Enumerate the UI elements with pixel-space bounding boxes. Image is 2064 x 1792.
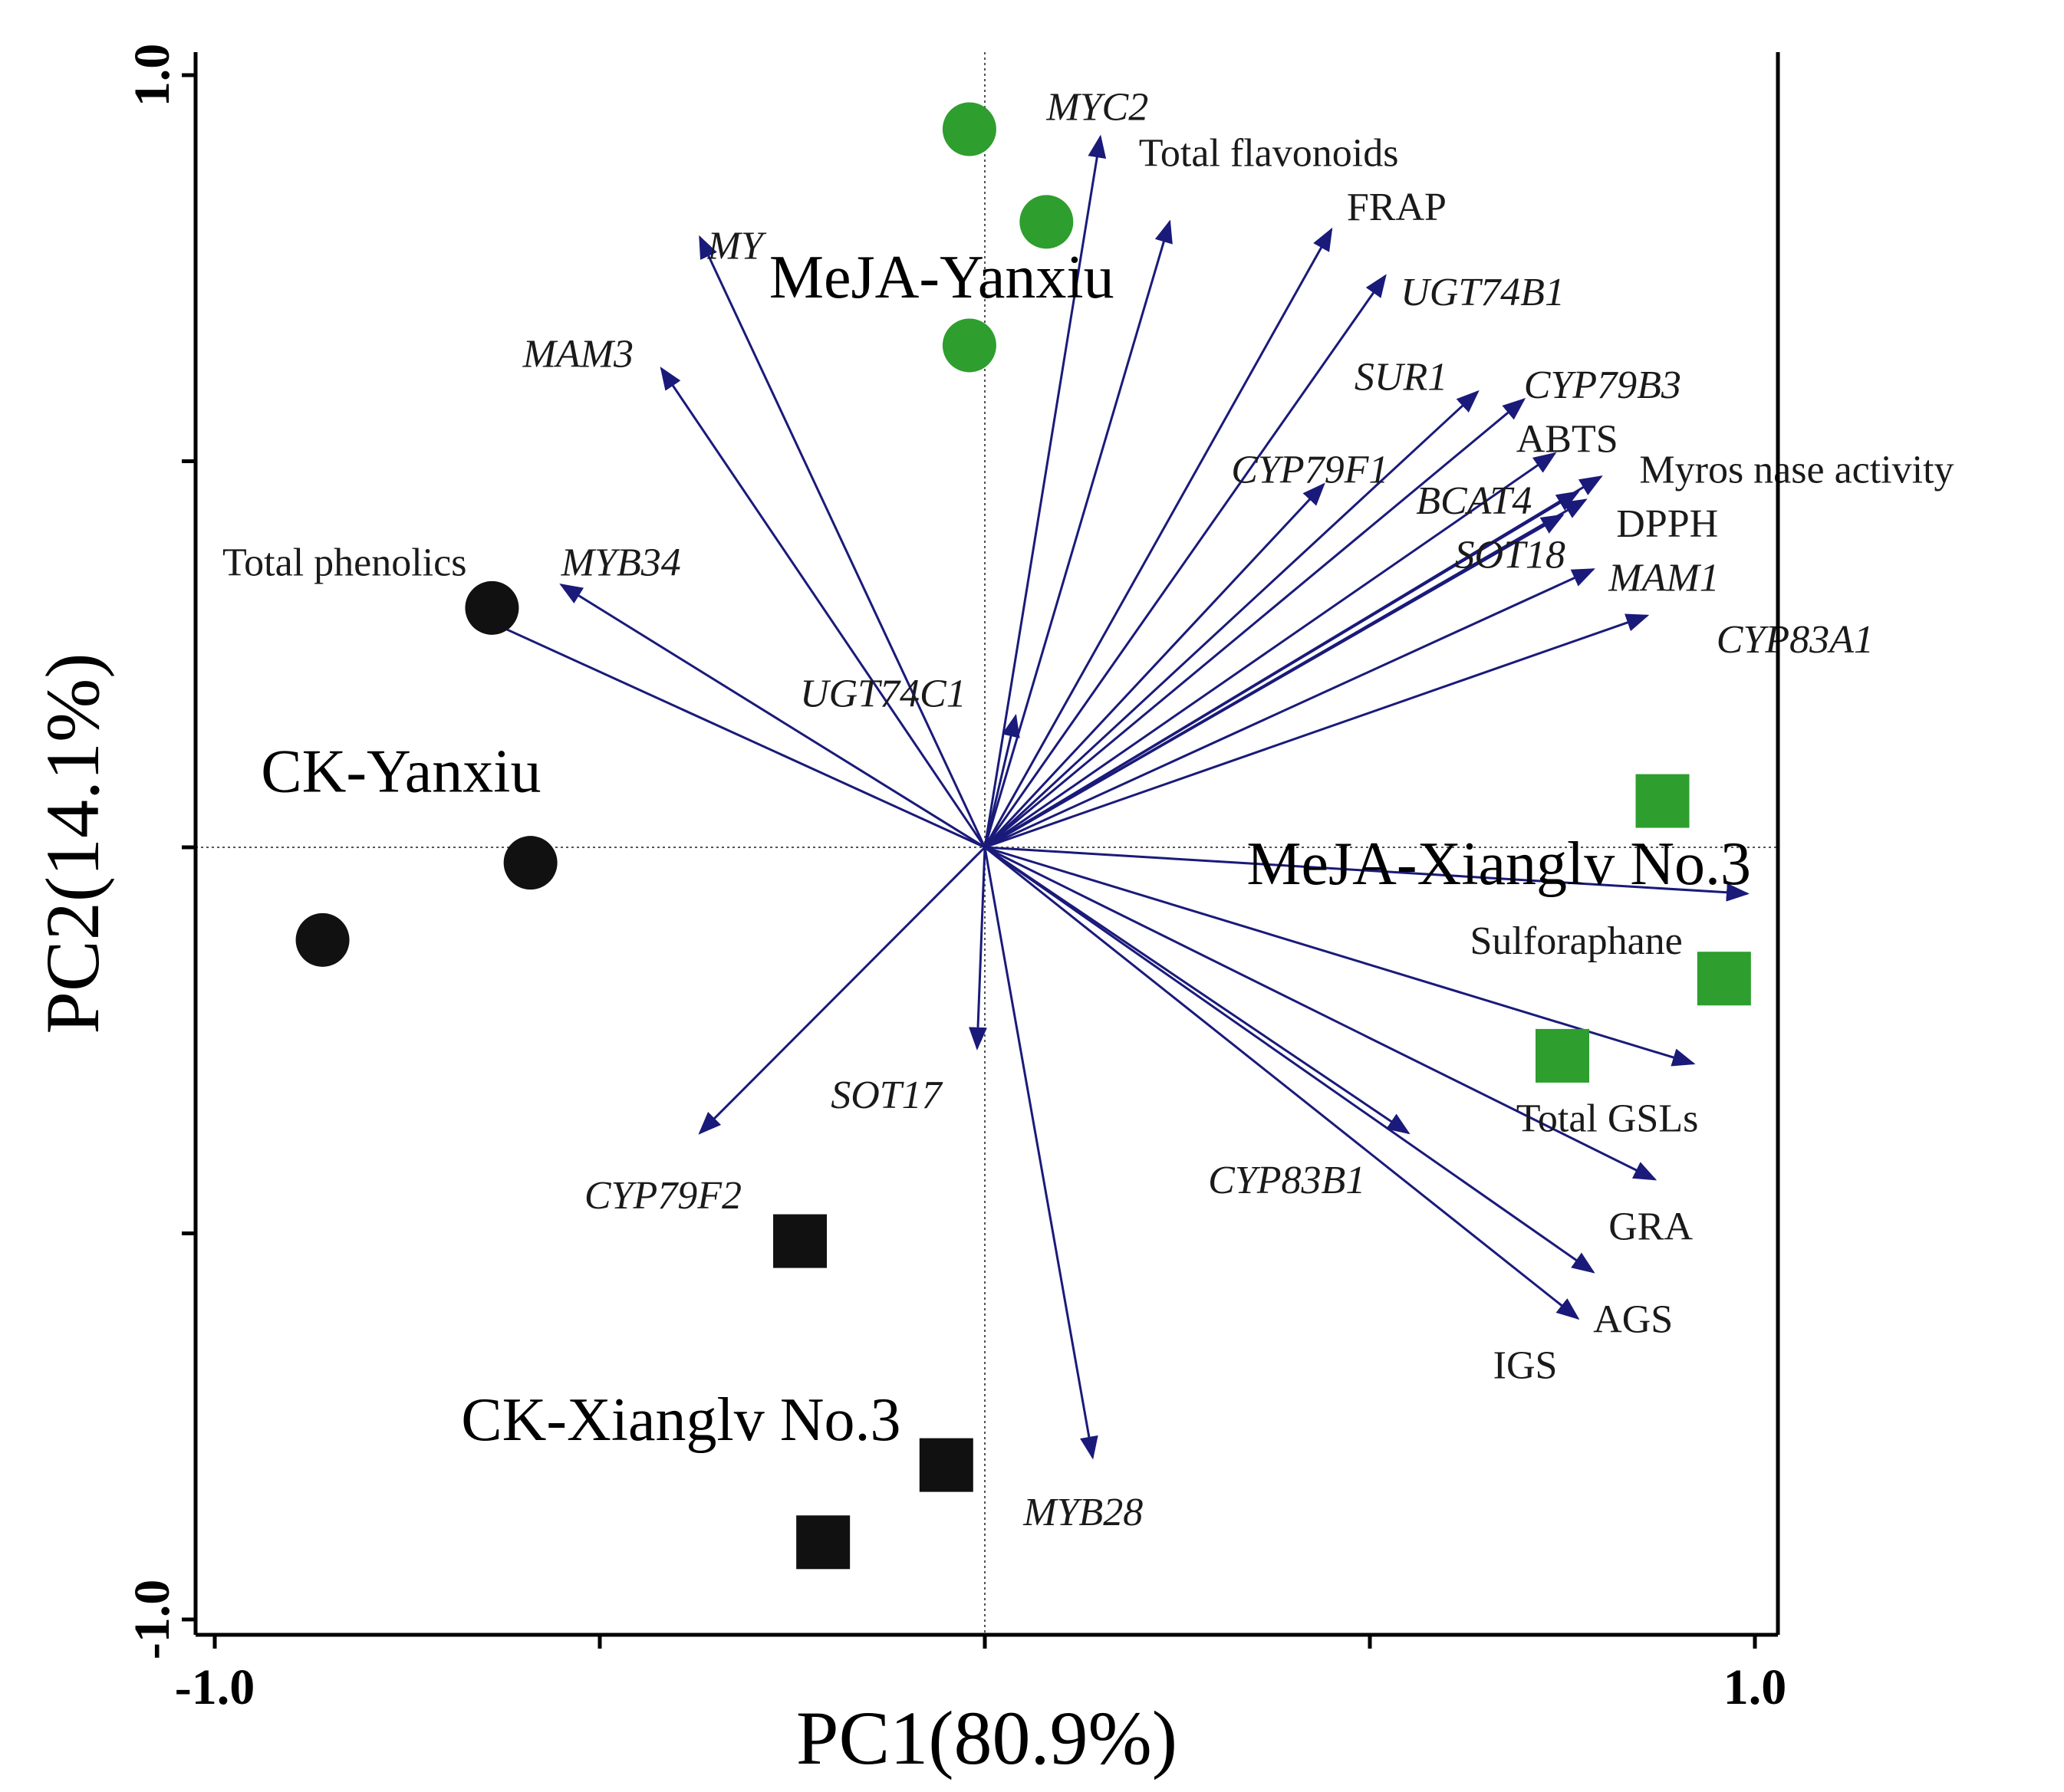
point-meja-xianglv-no-3-3 — [1536, 1028, 1589, 1083]
x-tick-label: 1.0 — [1723, 1659, 1787, 1715]
point-ck-yanxiu-1 — [465, 580, 519, 635]
vector-label-my: MY — [707, 225, 767, 268]
vector-total-phenolics — [474, 614, 986, 849]
point-ck-xianglv-no-3-3 — [796, 1515, 851, 1570]
vector-my — [699, 235, 986, 848]
vector-label-igs: IGS — [1493, 1344, 1558, 1388]
vector-total-flavonoids — [983, 219, 1173, 848]
group-label-meja-xianglv-no-3: MeJA-Xianglv No.3 — [1246, 830, 1751, 898]
vector-mam3 — [660, 367, 986, 848]
vector-label-cyp83b1: CYP83B1 — [1208, 1159, 1365, 1202]
vector-igs — [984, 846, 1580, 1320]
score-points — [295, 102, 1751, 1570]
vector-ugt74b1 — [983, 274, 1387, 848]
vector-label-myc2: MYC2 — [1045, 85, 1148, 129]
vector-label-total-gsls: Total GSLs — [1516, 1097, 1699, 1140]
group-label-ck-xianglv-no-3: CK-Xianglv No.3 — [461, 1386, 900, 1454]
group-label-ck-yanxiu: CK-Yanxiu — [261, 738, 541, 805]
point-meja-yanxiu-2 — [1019, 195, 1074, 249]
vector-bcat4 — [984, 491, 1580, 849]
vector-label-myb34: MYB34 — [561, 541, 681, 584]
vector-label-ugt74b1: UGT74B1 — [1401, 271, 1565, 314]
vector-label-cyp79f2: CYP79F2 — [584, 1174, 742, 1218]
loading-vectors — [474, 134, 1750, 1460]
vector-cyp79f1 — [983, 482, 1325, 849]
vector-sot18 — [984, 514, 1565, 849]
vector-label-sulforaphane: Sulforaphane — [1470, 919, 1683, 963]
vector-label-cyp79f1: CYP79F1 — [1231, 449, 1388, 492]
vector-label-gra: GRA — [1608, 1205, 1693, 1248]
vector-myb28 — [983, 847, 1098, 1460]
vector-label-sot18: SOT18 — [1454, 533, 1565, 577]
vector-sulforaphane — [984, 846, 1750, 902]
point-meja-yanxiu-3 — [942, 318, 996, 373]
vector-label-bcat4: BCAT4 — [1416, 479, 1532, 523]
vector-ugt74c1 — [983, 713, 1020, 848]
vector-label-sur1: SUR1 — [1355, 356, 1447, 400]
point-meja-xianglv-no-3-2 — [1697, 952, 1751, 1006]
vector-cyp79f2 — [698, 846, 986, 1135]
point-ck-yanxiu-3 — [295, 912, 350, 967]
vector-label-mam1: MAM1 — [1608, 557, 1719, 600]
vector-frap — [983, 227, 1333, 848]
vector-mam1 — [984, 568, 1595, 849]
vector-ags — [984, 846, 1595, 1274]
group-label-meja-yanxiu: MeJA-Yanxiu — [769, 244, 1114, 311]
vector-label-total-flavonoids: Total flavonoids — [1139, 132, 1399, 176]
vector-label-myros-nase-activity: Myros nase activity — [1639, 449, 1954, 492]
vector-gra — [984, 846, 1657, 1181]
vector-label-cyp79b3: CYP79B3 — [1524, 363, 1681, 407]
point-ck-xianglv-no-3-2 — [919, 1438, 973, 1492]
vector-cyp79b3 — [984, 398, 1526, 849]
vector-label-ags: AGS — [1593, 1297, 1673, 1341]
vector-label-dpph: DPPH — [1616, 502, 1718, 546]
vector-cyp83a1 — [984, 613, 1650, 849]
y-tick-label: -1.0 — [124, 1580, 180, 1659]
vector-sot17 — [969, 847, 987, 1051]
point-meja-yanxiu-1 — [942, 102, 996, 156]
point-meja-xianglv-no-3-1 — [1635, 774, 1690, 828]
axes: -1.0 1.0 -1.0 1.0 PC1(80.9%) PC2(14.1%) — [30, 44, 1786, 1780]
point-ck-yanxiu-2 — [503, 836, 558, 890]
vector-label-myb28: MYB28 — [1022, 1491, 1143, 1534]
vector-label-frap: FRAP — [1347, 186, 1447, 229]
y-axis-title: PC2(14.1%) — [30, 653, 115, 1034]
vector-sur1 — [983, 390, 1480, 849]
y-tick-label: 1.0 — [124, 44, 180, 107]
vector-label-sot17: SOT17 — [831, 1074, 943, 1117]
vector-label-ugt74c1: UGT74C1 — [800, 672, 966, 716]
vector-label-abts: ABTS — [1516, 417, 1618, 461]
x-axis-title: PC1(80.9%) — [796, 1695, 1177, 1780]
x-tick-label: -1.0 — [175, 1659, 255, 1715]
point-ck-xianglv-no-3-1 — [773, 1214, 828, 1268]
vector-abts — [984, 452, 1557, 849]
vector-cyp83b1 — [984, 846, 1411, 1135]
vector-total-gsls — [984, 846, 1696, 1067]
vector-label-mam3: MAM3 — [522, 333, 634, 376]
vector-label-total-phenolics: Total phenolics — [222, 541, 466, 584]
vector-label-cyp83a1: CYP83A1 — [1717, 618, 1874, 662]
vector-myb34 — [559, 584, 986, 849]
